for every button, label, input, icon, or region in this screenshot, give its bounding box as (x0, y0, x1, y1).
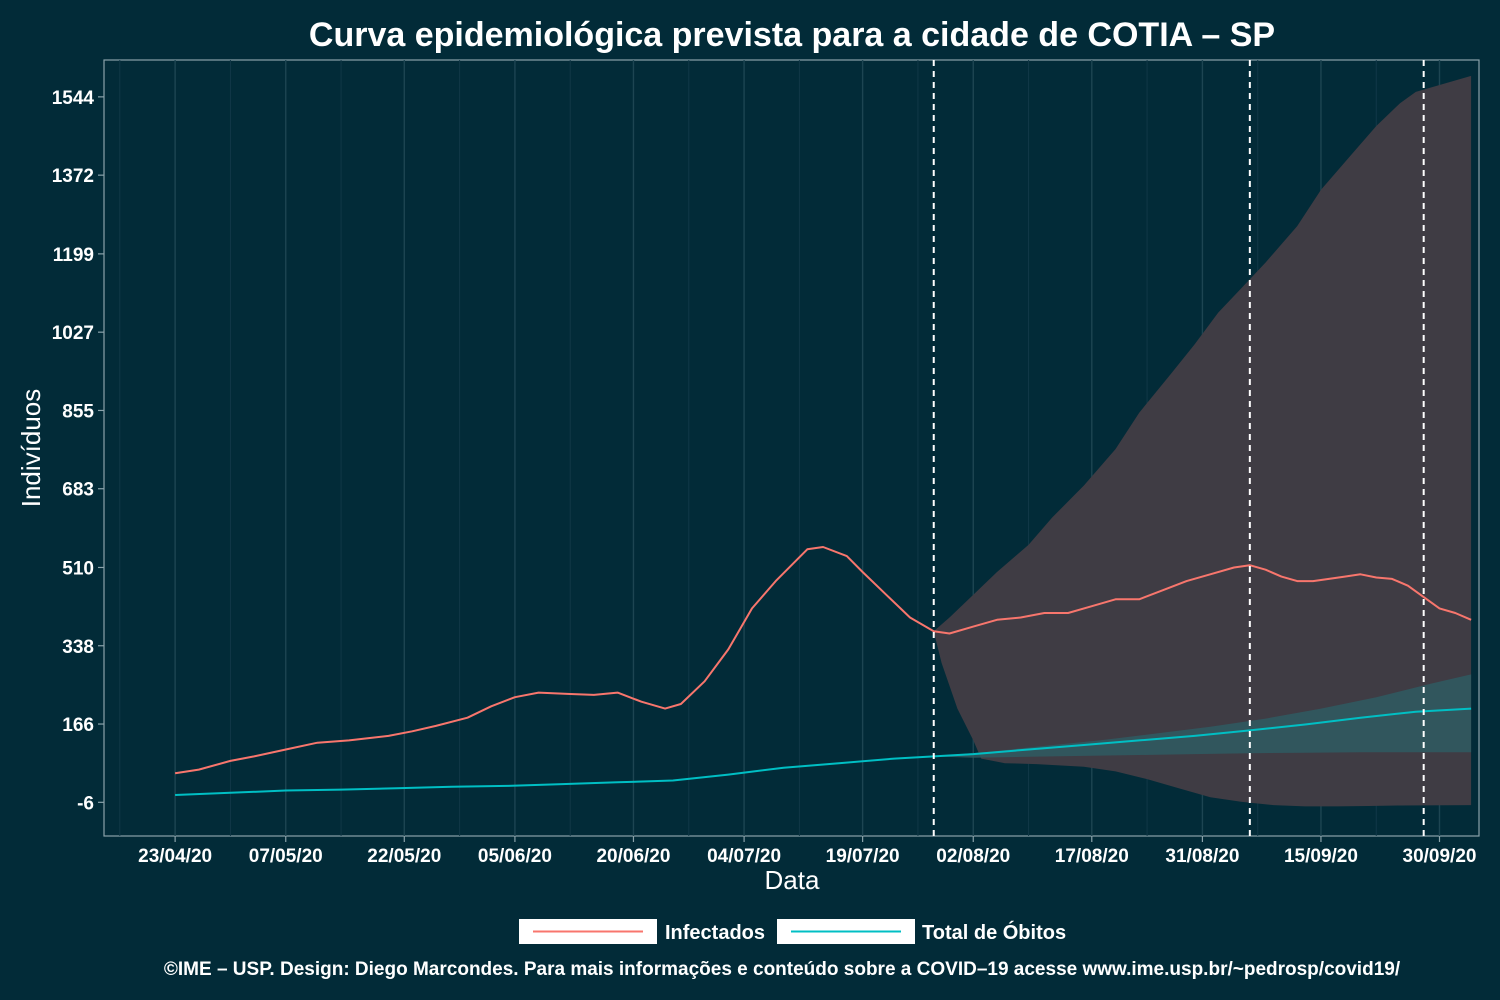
y-tick-label: -6 (77, 793, 94, 814)
y-tick-label: 1027 (52, 323, 94, 344)
legend-label-obitos: Total de Óbitos (922, 920, 1066, 944)
y-tick-label: 1372 (52, 166, 94, 187)
x-axis-title: Data (765, 865, 820, 895)
x-tick-label: 05/06/20 (478, 846, 552, 867)
x-tick-label: 23/04/20 (138, 846, 212, 867)
chart-title: Curva epidemiológica prevista para a cid… (309, 16, 1275, 54)
x-tick-label: 15/09/20 (1284, 846, 1358, 867)
confidence-bands (933, 75, 1472, 807)
x-axis-ticks: 23/04/20 07/05/20 22/05/20 05/06/20 20/06/20… (138, 836, 1476, 867)
y-tick-label: 338 (62, 637, 94, 658)
x-tick-label: 17/08/20 (1055, 846, 1129, 867)
y-axis-ticks: -6 166 338 510 683 855 1027 1199 1372 1544 (52, 88, 104, 814)
confidence-band-infectados (933, 75, 1472, 807)
x-tick-label: 31/08/20 (1165, 846, 1239, 867)
x-tick-label: 02/08/20 (936, 846, 1010, 867)
confidence-band-obitos (933, 674, 1472, 758)
series-lines (174, 546, 1472, 796)
series-line-infectados (174, 546, 1472, 775)
y-tick-label: 1199 (53, 245, 94, 266)
series-line-obitos (175, 707, 1472, 796)
y-axis-title: Indivíduos (16, 389, 46, 508)
legend: Infectados Total de Óbitos (519, 919, 1066, 944)
x-tick-label: 07/05/20 (249, 846, 323, 867)
x-tick-label: 04/07/20 (707, 846, 781, 867)
legend-label-infectados: Infectados (665, 922, 765, 944)
x-tick-label: 22/05/20 (367, 846, 441, 867)
y-tick-label: 855 (62, 401, 94, 422)
y-tick-label: 683 (62, 480, 94, 501)
legend-item-infectados: Infectados (519, 919, 765, 944)
legend-item-obitos: Total de Óbitos (777, 919, 1066, 944)
y-tick-label: 1544 (52, 88, 95, 109)
x-tick-label: 30/09/20 (1403, 846, 1477, 867)
x-tick-label: 20/06/20 (596, 846, 670, 867)
caption: ©IME – USP. Design: Diego Marcondes. Par… (164, 959, 1401, 980)
y-tick-label: 166 (62, 715, 94, 736)
y-tick-label: 510 (62, 558, 94, 579)
x-tick-label: 19/07/20 (826, 846, 900, 867)
reference-lines (932, 60, 1425, 836)
